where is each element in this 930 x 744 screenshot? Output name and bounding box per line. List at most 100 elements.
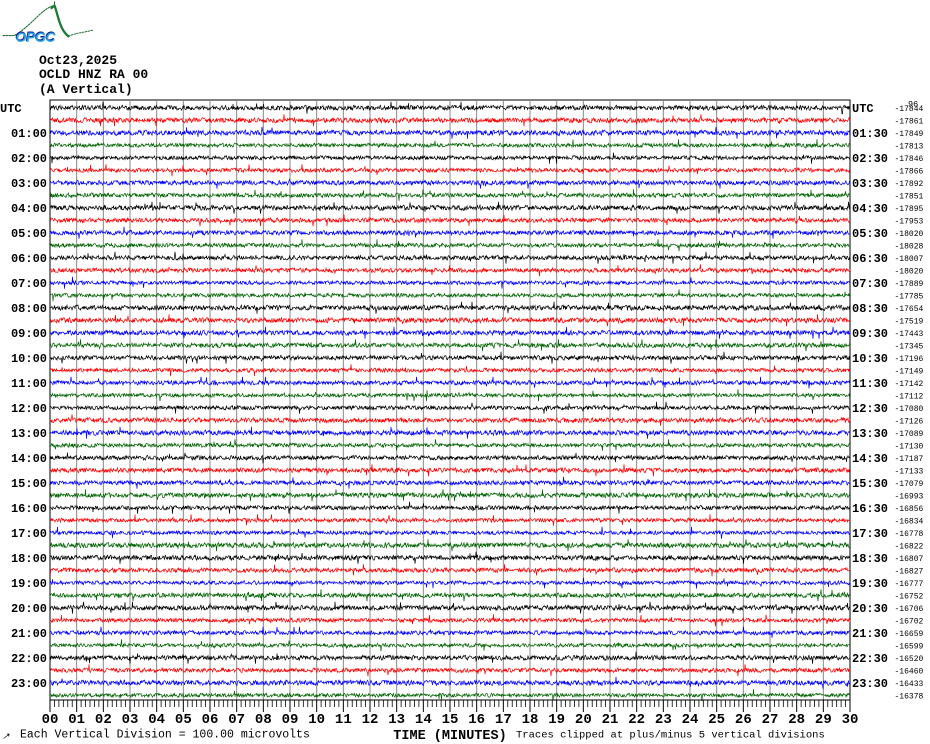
svg-text:17:00: 17:00 <box>11 527 47 541</box>
svg-text:-16752: -16752 <box>895 592 924 601</box>
svg-text:18: 18 <box>522 712 539 728</box>
svg-text:20:00: 20:00 <box>11 602 47 616</box>
svg-text:15: 15 <box>442 712 459 728</box>
svg-text:-16993: -16993 <box>895 492 924 501</box>
svg-text:02:30: 02:30 <box>852 152 888 166</box>
svg-text:15:30: 15:30 <box>852 477 888 491</box>
svg-text:-17089: -17089 <box>895 430 924 439</box>
svg-text:17:30: 17:30 <box>852 527 888 541</box>
svg-text:-18007: -18007 <box>895 255 924 264</box>
svg-text:12: 12 <box>362 712 379 728</box>
svg-text:00: 00 <box>42 712 59 728</box>
svg-text:-17895: -17895 <box>895 205 924 214</box>
svg-text:96: 96 <box>908 99 918 109</box>
svg-text:02:00: 02:00 <box>11 152 47 166</box>
svg-text:16:00: 16:00 <box>11 502 47 516</box>
svg-text:-16706: -16706 <box>895 605 924 614</box>
svg-text:-17892: -17892 <box>895 180 924 189</box>
svg-text:-17519: -17519 <box>895 317 924 326</box>
svg-text:23: 23 <box>655 712 672 728</box>
svg-text:-16777: -16777 <box>895 580 924 589</box>
svg-text:-17861: -17861 <box>895 117 924 126</box>
svg-text:-16460: -16460 <box>895 667 924 676</box>
svg-text:Traces clipped at plus/minus 5: Traces clipped at plus/minus 5 vertical … <box>516 730 825 742</box>
svg-text:07:00: 07:00 <box>11 277 47 291</box>
svg-text:TIME (MINUTES): TIME (MINUTES) <box>393 729 506 744</box>
svg-text:-16827: -16827 <box>895 567 924 576</box>
svg-text:12:00: 12:00 <box>11 402 47 416</box>
svg-text:11:30: 11:30 <box>852 377 888 391</box>
svg-text:19:00: 19:00 <box>11 577 47 591</box>
svg-text:-16822: -16822 <box>895 542 924 551</box>
svg-text:04:30: 04:30 <box>852 202 888 216</box>
svg-text:07:30: 07:30 <box>852 277 888 291</box>
svg-text:-17196: -17196 <box>895 355 924 364</box>
svg-text:-16807: -16807 <box>895 555 924 564</box>
svg-text:01: 01 <box>68 712 85 728</box>
svg-text:28: 28 <box>788 712 805 728</box>
svg-text:-17126: -17126 <box>895 417 924 426</box>
svg-text:14:00: 14:00 <box>11 452 47 466</box>
svg-text:↗: ↗ <box>2 731 10 741</box>
svg-text:05: 05 <box>175 712 192 728</box>
svg-text:20:30: 20:30 <box>852 602 888 616</box>
svg-text:21:00: 21:00 <box>11 627 47 641</box>
svg-text:-16702: -16702 <box>895 617 924 626</box>
svg-text:-17866: -17866 <box>895 167 924 176</box>
svg-text:09:30: 09:30 <box>852 327 888 341</box>
svg-text:-18020: -18020 <box>895 267 924 276</box>
svg-text:UTC: UTC <box>0 102 22 116</box>
svg-text:11:00: 11:00 <box>11 377 47 391</box>
svg-text:-17142: -17142 <box>895 380 924 389</box>
svg-text:23:00: 23:00 <box>11 677 47 691</box>
svg-text:-16520: -16520 <box>895 655 924 664</box>
svg-text:24: 24 <box>682 712 699 728</box>
svg-text:18:00: 18:00 <box>11 552 47 566</box>
svg-text:21:30: 21:30 <box>852 627 888 641</box>
svg-text:03:30: 03:30 <box>852 177 888 191</box>
svg-text:07: 07 <box>228 712 245 728</box>
svg-text:-16834: -16834 <box>895 517 924 526</box>
svg-text:-17953: -17953 <box>895 217 924 226</box>
svg-text:-17849: -17849 <box>895 130 924 139</box>
svg-text:19: 19 <box>548 712 565 728</box>
svg-text:-17785: -17785 <box>895 292 924 301</box>
svg-text:03:00: 03:00 <box>11 177 47 191</box>
svg-text:-18028: -18028 <box>895 242 924 251</box>
svg-text:-17130: -17130 <box>895 442 924 451</box>
svg-text:22:30: 22:30 <box>852 652 888 666</box>
svg-text:10: 10 <box>308 712 325 728</box>
svg-text:12:30: 12:30 <box>852 402 888 416</box>
svg-text:21: 21 <box>602 712 619 728</box>
svg-text:-17851: -17851 <box>895 192 924 201</box>
svg-text:06:30: 06:30 <box>852 252 888 266</box>
svg-text:10:30: 10:30 <box>852 352 888 366</box>
svg-text:08:00: 08:00 <box>11 302 47 316</box>
svg-text:-16856: -16856 <box>895 505 924 514</box>
svg-text:-17079: -17079 <box>895 480 924 489</box>
svg-text:09: 09 <box>282 712 299 728</box>
svg-text:16:30: 16:30 <box>852 502 888 516</box>
svg-text:18:30: 18:30 <box>852 552 888 566</box>
svg-text:-17133: -17133 <box>895 467 924 476</box>
svg-text:16: 16 <box>468 712 485 728</box>
svg-text:-17654: -17654 <box>895 305 924 314</box>
svg-text:04:00: 04:00 <box>11 202 47 216</box>
svg-text:01:30: 01:30 <box>852 127 888 141</box>
svg-text:09:00: 09:00 <box>11 327 47 341</box>
svg-text:04: 04 <box>148 712 165 728</box>
svg-text:-16659: -16659 <box>895 630 924 639</box>
svg-text:-16378: -16378 <box>895 692 924 701</box>
svg-text:30: 30 <box>842 712 859 728</box>
svg-text:13: 13 <box>388 712 405 728</box>
svg-text:14: 14 <box>415 712 432 728</box>
svg-text:-17813: -17813 <box>895 142 924 151</box>
svg-text:05:30: 05:30 <box>852 227 888 241</box>
svg-text:14:30: 14:30 <box>852 452 888 466</box>
svg-text:13:30: 13:30 <box>852 427 888 441</box>
svg-text:02: 02 <box>95 712 112 728</box>
svg-text:-17149: -17149 <box>895 367 924 376</box>
svg-text:-17889: -17889 <box>895 280 924 289</box>
svg-text:17: 17 <box>495 712 512 728</box>
svg-text:-17345: -17345 <box>895 342 924 351</box>
